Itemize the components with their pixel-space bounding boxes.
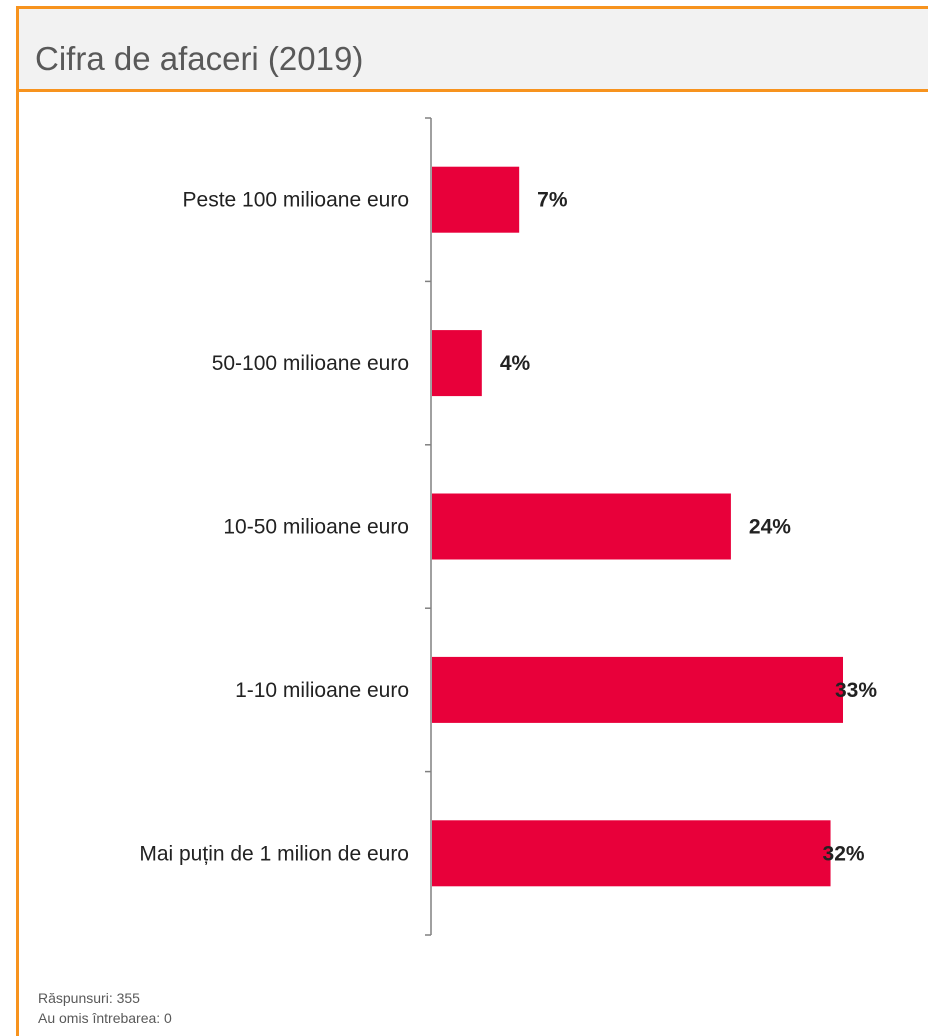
category-labels: Peste 100 milioane euro 50-100 milioane e… [139, 189, 409, 866]
bar-2 [432, 330, 482, 397]
value-labels: 7% 4% 24% 33% 32% [500, 189, 878, 866]
category-label: 50-100 milioane euro [212, 352, 409, 375]
bar-3 [432, 493, 731, 560]
category-label: Mai puțin de 1 milion de euro [139, 842, 409, 865]
panel-header: Cifra de afaceri (2019) [19, 9, 928, 92]
bar-5 [432, 820, 831, 887]
value-label: 7% [537, 189, 568, 212]
category-label: Peste 100 milioane euro [183, 189, 409, 212]
chart-title: Cifra de afaceri (2019) [35, 40, 364, 77]
value-label: 24% [749, 516, 791, 539]
value-label: 33% [835, 679, 877, 702]
category-label: 1-10 milioane euro [235, 679, 409, 702]
responses-count: Răspunsuri: 355 [38, 990, 140, 1006]
y-axis [425, 117, 432, 936]
value-label: 32% [823, 842, 865, 865]
value-label: 4% [500, 352, 531, 375]
bars-layer [432, 166, 843, 887]
bar-1 [432, 166, 520, 233]
bar-4 [432, 656, 843, 723]
skipped-count: Au omis întrebarea: 0 [38, 1010, 172, 1026]
footer: Răspunsuri: 355 Au omis întrebarea: 0 [38, 988, 172, 1028]
category-label: 10-50 milioane euro [223, 516, 409, 539]
